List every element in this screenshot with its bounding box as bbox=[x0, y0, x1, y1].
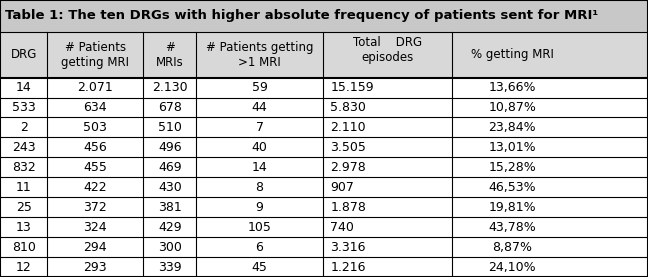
Bar bbox=[0, 157, 648, 177]
Text: 907: 907 bbox=[330, 181, 354, 194]
Text: 533: 533 bbox=[12, 101, 36, 114]
Text: 11: 11 bbox=[16, 181, 32, 194]
Text: # Patients
getting MRI: # Patients getting MRI bbox=[62, 41, 129, 69]
Text: 10,87%: 10,87% bbox=[489, 101, 536, 114]
Text: 294: 294 bbox=[84, 241, 107, 253]
Text: 3.505: 3.505 bbox=[330, 141, 366, 154]
Text: 13: 13 bbox=[16, 221, 32, 234]
Text: 678: 678 bbox=[158, 101, 181, 114]
Text: 13,01%: 13,01% bbox=[489, 141, 536, 154]
Text: 634: 634 bbox=[84, 101, 107, 114]
Text: 25: 25 bbox=[16, 201, 32, 214]
Text: 469: 469 bbox=[158, 161, 181, 174]
Text: 2: 2 bbox=[19, 121, 28, 134]
Bar bbox=[0, 98, 648, 117]
Text: 740: 740 bbox=[330, 221, 354, 234]
Bar bbox=[0, 237, 648, 257]
Bar bbox=[0, 32, 648, 78]
Text: 9: 9 bbox=[255, 201, 264, 214]
Text: 7: 7 bbox=[255, 121, 264, 134]
Bar bbox=[0, 217, 648, 237]
Text: 13,66%: 13,66% bbox=[489, 81, 536, 94]
Text: 243: 243 bbox=[12, 141, 36, 154]
Text: 23,84%: 23,84% bbox=[489, 121, 536, 134]
Text: 44: 44 bbox=[251, 101, 268, 114]
Text: 2.071: 2.071 bbox=[77, 81, 113, 94]
Text: 496: 496 bbox=[158, 141, 181, 154]
Text: 456: 456 bbox=[84, 141, 107, 154]
Text: 339: 339 bbox=[158, 261, 181, 273]
Text: Table 1: The ten DRGs with higher absolute frequency of patients sent for MRI¹: Table 1: The ten DRGs with higher absolu… bbox=[5, 9, 599, 22]
Bar bbox=[0, 257, 648, 277]
Text: 372: 372 bbox=[84, 201, 107, 214]
Bar bbox=[0, 197, 648, 217]
Text: 59: 59 bbox=[251, 81, 268, 94]
Text: 15,28%: 15,28% bbox=[489, 161, 536, 174]
Text: 8,87%: 8,87% bbox=[492, 241, 532, 253]
Text: 14: 14 bbox=[16, 81, 32, 94]
Text: 810: 810 bbox=[12, 241, 36, 253]
Text: 430: 430 bbox=[158, 181, 181, 194]
Text: 455: 455 bbox=[84, 161, 107, 174]
Text: 293: 293 bbox=[84, 261, 107, 273]
Text: 8: 8 bbox=[255, 181, 264, 194]
Text: 422: 422 bbox=[84, 181, 107, 194]
Text: 19,81%: 19,81% bbox=[489, 201, 536, 214]
Text: 1.216: 1.216 bbox=[330, 261, 366, 273]
Text: 510: 510 bbox=[158, 121, 181, 134]
Text: 2.978: 2.978 bbox=[330, 161, 366, 174]
Text: #
MRIs: # MRIs bbox=[156, 41, 183, 69]
Text: # Patients getting
>1 MRI: # Patients getting >1 MRI bbox=[206, 41, 313, 69]
Text: 3.316: 3.316 bbox=[330, 241, 366, 253]
Bar bbox=[0, 177, 648, 197]
Bar bbox=[0, 117, 648, 137]
Bar bbox=[0, 78, 648, 98]
Text: 6: 6 bbox=[255, 241, 264, 253]
Text: 14: 14 bbox=[251, 161, 268, 174]
Text: 43,78%: 43,78% bbox=[489, 221, 536, 234]
Text: 324: 324 bbox=[84, 221, 107, 234]
Text: 105: 105 bbox=[248, 221, 272, 234]
Text: 24,10%: 24,10% bbox=[489, 261, 536, 273]
Text: 2.130: 2.130 bbox=[152, 81, 187, 94]
Text: 5.830: 5.830 bbox=[330, 101, 366, 114]
Text: 46,53%: 46,53% bbox=[489, 181, 536, 194]
Text: Total    DRG
episodes: Total DRG episodes bbox=[353, 36, 422, 64]
Text: 832: 832 bbox=[12, 161, 36, 174]
Text: 45: 45 bbox=[251, 261, 268, 273]
Text: 15.159: 15.159 bbox=[330, 81, 374, 94]
Text: % getting MRI: % getting MRI bbox=[471, 48, 553, 61]
Text: 503: 503 bbox=[84, 121, 107, 134]
Bar bbox=[0, 137, 648, 157]
Text: 300: 300 bbox=[158, 241, 181, 253]
Text: 429: 429 bbox=[158, 221, 181, 234]
Text: 1.878: 1.878 bbox=[330, 201, 366, 214]
Bar bbox=[0, 0, 648, 32]
Text: 2.110: 2.110 bbox=[330, 121, 366, 134]
Text: DRG: DRG bbox=[10, 48, 37, 61]
Text: 40: 40 bbox=[251, 141, 268, 154]
Text: 12: 12 bbox=[16, 261, 32, 273]
Text: 381: 381 bbox=[158, 201, 181, 214]
